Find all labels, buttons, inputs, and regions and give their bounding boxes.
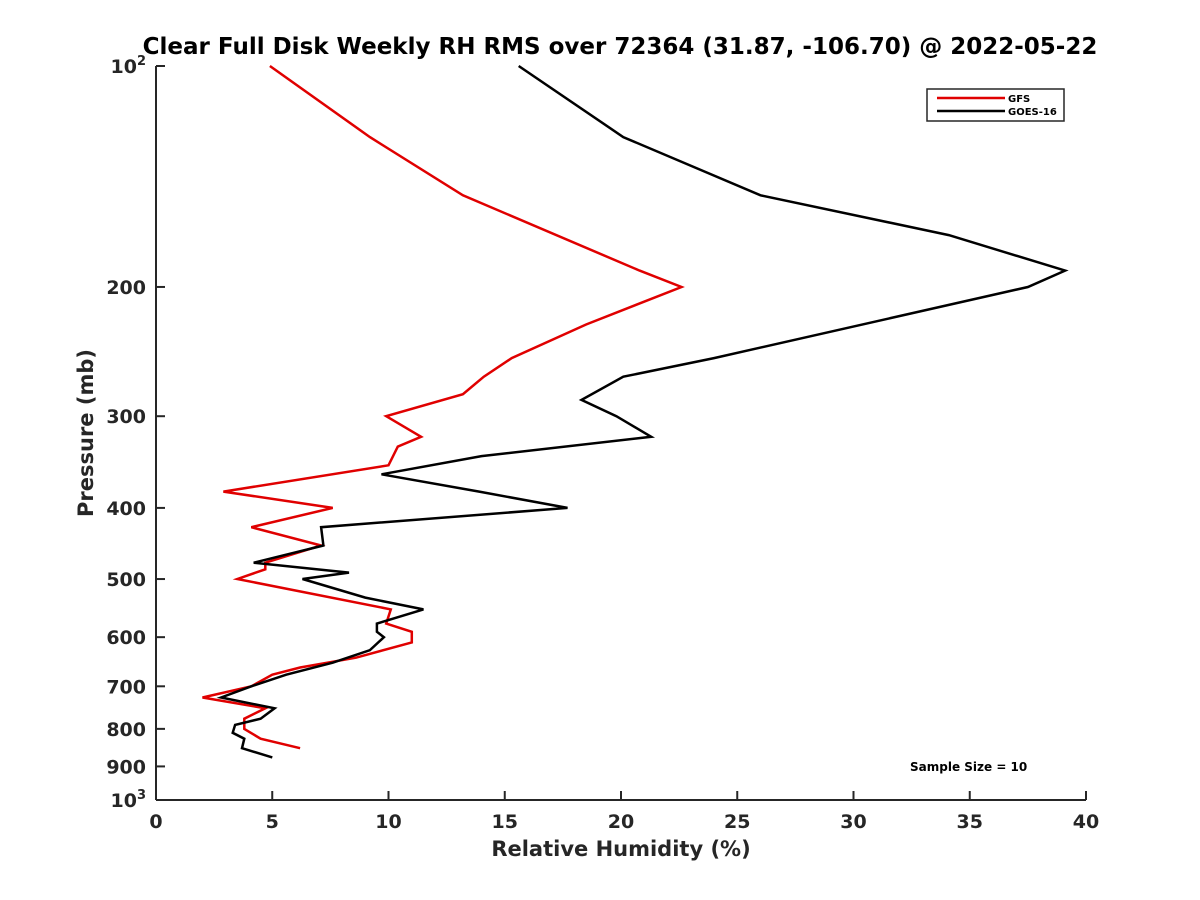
x-tick-label: 10: [375, 811, 401, 833]
y-tick-label: 400: [106, 498, 146, 520]
y-tick-label: 102: [111, 54, 147, 78]
y-tick-label: 900: [106, 756, 146, 778]
y-axis-title: Pressure (mb): [74, 349, 98, 517]
x-tick-label: 15: [492, 811, 518, 833]
x-tick-label: 40: [1073, 811, 1099, 833]
y-tick-base: 10: [111, 790, 137, 812]
x-tick-label: 0: [149, 811, 162, 833]
legend-label-gfs: GFS: [1008, 94, 1030, 105]
series-line-goes16: [216, 64, 1069, 759]
chart-title: Clear Full Disk Weekly RH RMS over 72364…: [143, 34, 1098, 60]
x-tick-label: 35: [957, 811, 983, 833]
axes: [155, 66, 1086, 801]
y-tick-exponent: 2: [137, 54, 146, 69]
x-tick-label: 20: [608, 811, 634, 833]
y-tick-label: 300: [106, 406, 146, 428]
y-tick-label: 800: [106, 719, 146, 741]
x-tick-label: 5: [266, 811, 279, 833]
sample-size-annotation: Sample Size = 10: [910, 760, 1027, 774]
legend-box: [926, 88, 1065, 122]
legend-label-goes16: GOES-16: [1008, 107, 1057, 118]
x-ticks: 0 5 10 15 20 25 30 35 40: [149, 791, 1099, 833]
y-tick-base: 10: [111, 56, 137, 78]
series-layer: [202, 64, 1069, 759]
legend: GFS GOES-16: [926, 88, 1065, 122]
x-axis-title: Relative Humidity (%): [491, 837, 750, 861]
y-tick-label: 200: [106, 277, 146, 299]
y-tick-label: 103: [111, 788, 147, 812]
x-tick-label: 25: [724, 811, 750, 833]
y-tick-label: 600: [106, 627, 146, 649]
y-tick-exponent: 3: [137, 788, 146, 803]
y-tick-label: 700: [106, 676, 146, 698]
y-tick-label: 500: [106, 569, 146, 591]
x-tick-label: 30: [840, 811, 866, 833]
series-line-gfs: [202, 64, 685, 750]
